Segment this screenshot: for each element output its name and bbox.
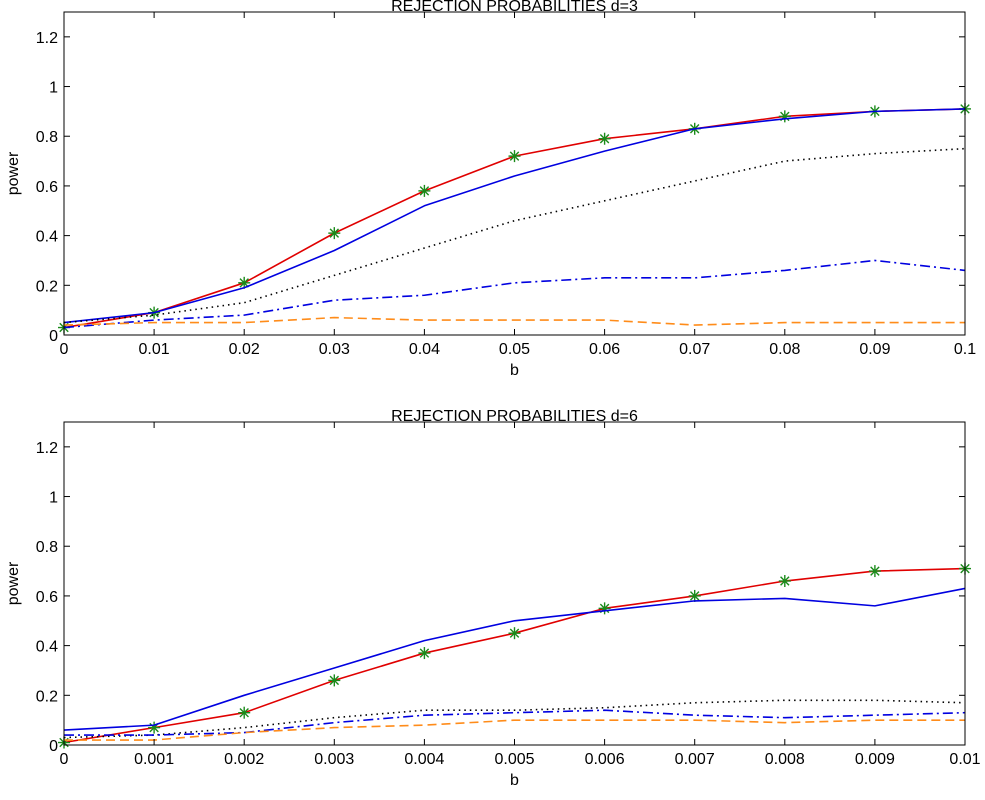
series-line-3-dashdot bbox=[64, 709, 966, 736]
asterisk-stroke bbox=[329, 228, 340, 238]
series-line-2-dotted bbox=[63, 147, 966, 324]
data-point-marker bbox=[868, 565, 881, 578]
asterisk-stroke bbox=[870, 566, 880, 576]
chart-title: REJECTION PROBABILITIES d=6 bbox=[391, 408, 638, 425]
x-tick-label: 0 bbox=[60, 341, 69, 358]
plot-area-frame bbox=[63, 421, 966, 746]
asterisk-stroke bbox=[239, 278, 249, 288]
data-point-marker bbox=[508, 150, 521, 163]
y-tick-label: 0.4 bbox=[36, 229, 58, 246]
y-tick-label: 0.6 bbox=[36, 179, 58, 196]
x-tick-label: 0.07 bbox=[679, 341, 710, 358]
chart-panel-d3: REJECTION PROBABILITIES d=3 0 0.01 0.02 0.03… bbox=[5, 0, 976, 379]
data-point-marker bbox=[238, 276, 251, 289]
x-tick-label: 0.01 bbox=[949, 751, 980, 768]
y-tick-label: 0 bbox=[49, 738, 58, 755]
asterisk-stroke bbox=[509, 628, 520, 638]
asterisk-stroke bbox=[419, 648, 430, 658]
y-tick-label: 1 bbox=[49, 80, 58, 97]
x-tick-label: 0.008 bbox=[765, 751, 805, 768]
y-axis-label: power bbox=[5, 561, 22, 605]
x-tick-label: 0.1 bbox=[954, 341, 976, 358]
x-tick-label: 0.09 bbox=[859, 341, 890, 358]
data-point-marker bbox=[418, 184, 431, 197]
y-tick-label: 0.2 bbox=[36, 688, 58, 705]
asterisk-stroke bbox=[689, 591, 700, 601]
x-tick-label: 0.01 bbox=[139, 341, 170, 358]
data-point-marker bbox=[238, 706, 251, 719]
x-tick-label: 0.08 bbox=[769, 341, 800, 358]
x-tick-label: 0.007 bbox=[675, 751, 715, 768]
series-line-1-solid bbox=[63, 108, 966, 324]
data-point-marker bbox=[508, 627, 521, 640]
x-tick-label: 0.003 bbox=[314, 751, 354, 768]
y-axis-label: power bbox=[5, 151, 22, 195]
asterisk-stroke bbox=[329, 675, 340, 686]
x-tick-label: 0.004 bbox=[404, 751, 444, 768]
data-point-marker bbox=[328, 674, 341, 687]
plot-area-frame bbox=[63, 11, 966, 336]
data-point-marker bbox=[598, 602, 611, 615]
y-tick-label: 0 bbox=[49, 328, 58, 345]
asterisk-stroke bbox=[509, 151, 520, 161]
y-tick-label: 0.8 bbox=[36, 539, 58, 556]
x-tick-label: 0.06 bbox=[589, 341, 620, 358]
data-point-marker bbox=[328, 227, 341, 240]
series-line-4-dashed bbox=[64, 719, 965, 741]
data-point-marker bbox=[418, 647, 431, 660]
y-tick-label: 0.2 bbox=[36, 278, 58, 295]
x-tick-label: 0.05 bbox=[499, 341, 530, 358]
x-tick-label: 0.002 bbox=[224, 751, 264, 768]
y-tick-label: 1.2 bbox=[36, 440, 58, 457]
y-tick-label: 0.8 bbox=[36, 129, 58, 146]
y-tick-label: 0.6 bbox=[36, 589, 58, 606]
x-tick-label: 0.005 bbox=[494, 751, 534, 768]
series-line-1-solid bbox=[63, 587, 966, 731]
data-point-marker bbox=[688, 589, 701, 602]
x-tick-label: 0.03 bbox=[319, 341, 350, 358]
y-tick-label: 0.4 bbox=[36, 639, 58, 656]
y-tick-label: 1.2 bbox=[36, 30, 58, 47]
series-line-0-solid bbox=[63, 108, 966, 329]
asterisk-stroke bbox=[780, 576, 790, 586]
x-tick-label: 0.04 bbox=[409, 341, 440, 358]
series-line-3-dashdot bbox=[63, 259, 966, 329]
x-tick-label: 0.02 bbox=[229, 341, 260, 358]
data-point-marker bbox=[778, 110, 791, 123]
data-point-marker bbox=[598, 132, 611, 145]
x-tick-label: 0.001 bbox=[134, 751, 174, 768]
chart-title: REJECTION PROBABILITIES d=3 bbox=[391, 0, 638, 15]
asterisk-stroke bbox=[599, 133, 610, 144]
x-tick-label: 0.006 bbox=[585, 751, 625, 768]
y-tick-label: 1 bbox=[49, 490, 58, 507]
series-line-2-dotted bbox=[63, 699, 966, 739]
asterisk-stroke bbox=[419, 186, 430, 196]
x-tick-label: 0.009 bbox=[855, 751, 895, 768]
x-axis-label: b bbox=[510, 772, 519, 789]
series-line-4-dashed bbox=[63, 316, 965, 326]
data-point-marker bbox=[778, 575, 791, 588]
x-axis-label: b bbox=[510, 362, 519, 379]
asterisk-stroke bbox=[239, 707, 249, 718]
chart-panel-d6: REJECTION PROBABILITIES d=6 0 0.001 0.002 0.… bbox=[5, 408, 981, 789]
x-tick-label: 0 bbox=[60, 751, 69, 768]
